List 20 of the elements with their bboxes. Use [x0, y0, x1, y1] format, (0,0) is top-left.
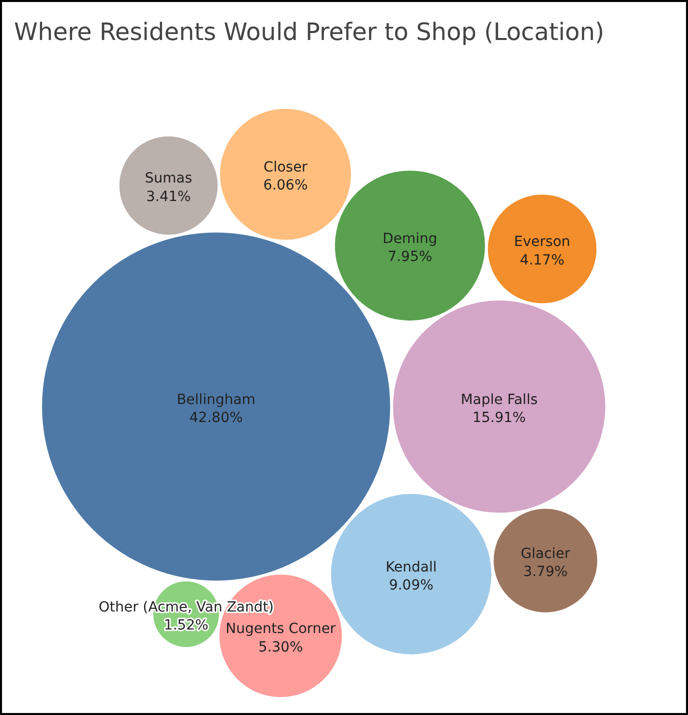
text: Where Residents Would Prefer to Shop (Location): [14, 18, 604, 46]
data-label: 3.41%: [146, 188, 191, 205]
data-label: 3.79%: [523, 564, 568, 580]
category-label: Deming: [382, 230, 438, 247]
category-label: Maple Falls: [460, 392, 538, 408]
category-label: Glacier: [520, 546, 570, 562]
category-label: Everson: [514, 234, 570, 250]
data-label: 1.52%: [164, 618, 208, 634]
category-label: Nugents Corner: [226, 621, 336, 638]
data-label: 15.91%: [472, 410, 526, 426]
data-label: 7.95%: [388, 248, 432, 265]
data-label: 4.17%: [520, 252, 564, 268]
data-label: 9.09%: [388, 578, 434, 594]
category-label: Kendall: [386, 559, 437, 576]
data-label: 42.80%: [189, 410, 243, 426]
data-label: 6.06%: [263, 178, 308, 194]
category-label: Sumas: [144, 170, 192, 187]
data-label: 5.30%: [258, 639, 303, 656]
category-label: Closer: [264, 159, 308, 176]
category-label: Bellingham: [176, 392, 256, 408]
